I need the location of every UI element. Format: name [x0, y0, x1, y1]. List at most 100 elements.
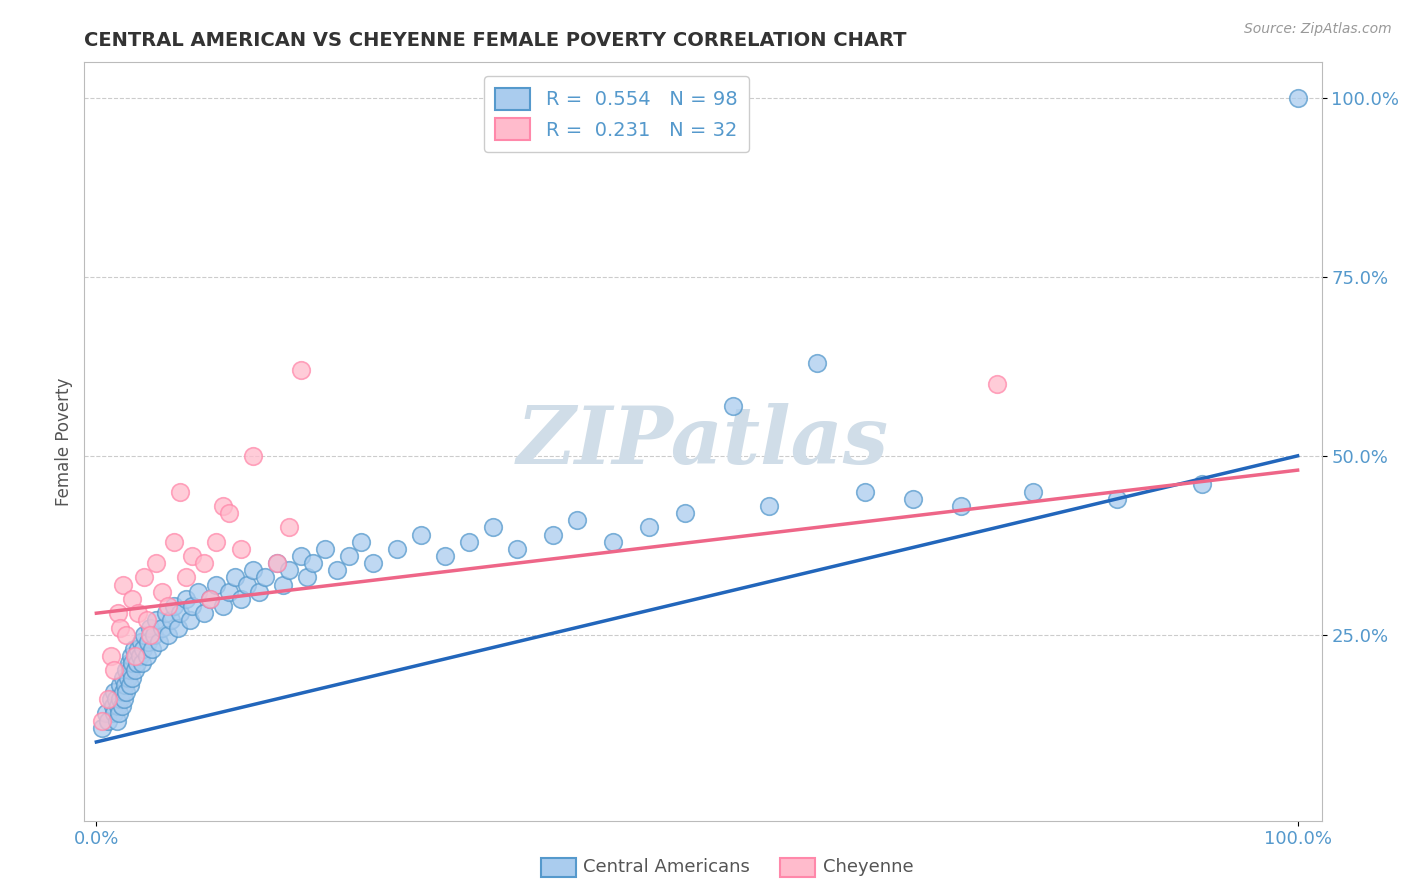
Point [163, 534, 186, 549]
Point [301, 556, 323, 570]
Point [136, 635, 159, 649]
Point [110, 692, 132, 706]
Text: Source: ZipAtlas.com: Source: ZipAtlas.com [1244, 22, 1392, 37]
Point [127, 606, 149, 620]
Point [121, 671, 143, 685]
Point [152, 584, 174, 599]
Point [100, 692, 122, 706]
Point [134, 570, 156, 584]
Point [242, 563, 264, 577]
Point [242, 449, 264, 463]
Point [120, 649, 142, 664]
Point [253, 570, 276, 584]
Point [152, 620, 174, 634]
Point [200, 591, 222, 606]
Point [117, 671, 139, 685]
Point [903, 491, 925, 506]
Point [247, 584, 270, 599]
Point [205, 534, 228, 549]
Point [218, 584, 240, 599]
Point [141, 642, 163, 657]
Point [114, 678, 136, 692]
Point [115, 664, 138, 678]
Point [118, 664, 141, 678]
Point [124, 664, 146, 678]
Point [314, 541, 336, 556]
Point [350, 534, 373, 549]
Point [200, 591, 222, 606]
Point [277, 520, 299, 534]
Point [271, 577, 294, 591]
Point [1191, 477, 1213, 491]
Point [193, 606, 215, 620]
Point [110, 620, 132, 634]
Point [181, 599, 204, 613]
Point [91, 714, 114, 728]
Point [337, 549, 360, 563]
Point [160, 613, 183, 627]
Point [157, 599, 180, 613]
Point [853, 484, 876, 499]
Point [125, 649, 148, 664]
Point [1022, 484, 1045, 499]
FancyBboxPatch shape [541, 858, 576, 878]
Point [457, 534, 479, 549]
Point [211, 599, 233, 613]
Point [103, 699, 125, 714]
Point [986, 377, 1008, 392]
Point [290, 549, 312, 563]
Point [118, 678, 141, 692]
Point [97, 714, 120, 728]
Point [105, 714, 128, 728]
Text: Cheyenne: Cheyenne [823, 858, 912, 877]
FancyBboxPatch shape [780, 858, 815, 878]
Point [135, 649, 157, 664]
Point [565, 513, 588, 527]
Point [145, 613, 167, 627]
Point [118, 657, 141, 671]
Point [266, 556, 288, 570]
Point [169, 606, 191, 620]
Point [127, 642, 149, 657]
Point [235, 577, 257, 591]
Point [111, 685, 134, 699]
Point [103, 706, 125, 721]
Point [131, 657, 153, 671]
Point [139, 620, 162, 634]
Point [1286, 91, 1309, 105]
Point [433, 549, 456, 563]
Point [128, 649, 150, 664]
Point [205, 577, 228, 591]
Point [541, 527, 564, 541]
Point [110, 699, 132, 714]
Point [127, 657, 149, 671]
Point [409, 527, 432, 541]
Point [638, 520, 661, 534]
Point [385, 541, 408, 556]
Point [673, 506, 696, 520]
Point [157, 628, 180, 642]
Point [218, 506, 240, 520]
Point [103, 664, 125, 678]
Point [169, 484, 191, 499]
Point [103, 685, 125, 699]
Point [111, 577, 134, 591]
Point [481, 520, 503, 534]
Point [111, 671, 134, 685]
Point [277, 563, 299, 577]
Point [148, 635, 170, 649]
Point [155, 606, 177, 620]
Point [176, 591, 198, 606]
Point [115, 685, 138, 699]
Point [950, 499, 973, 513]
Point [602, 534, 624, 549]
Point [143, 628, 166, 642]
Point [325, 563, 347, 577]
Point [107, 699, 129, 714]
Point [104, 692, 127, 706]
Point [132, 642, 155, 657]
Point [110, 678, 132, 692]
Text: Central Americans: Central Americans [583, 858, 751, 877]
Point [134, 628, 156, 642]
Point [91, 721, 114, 735]
